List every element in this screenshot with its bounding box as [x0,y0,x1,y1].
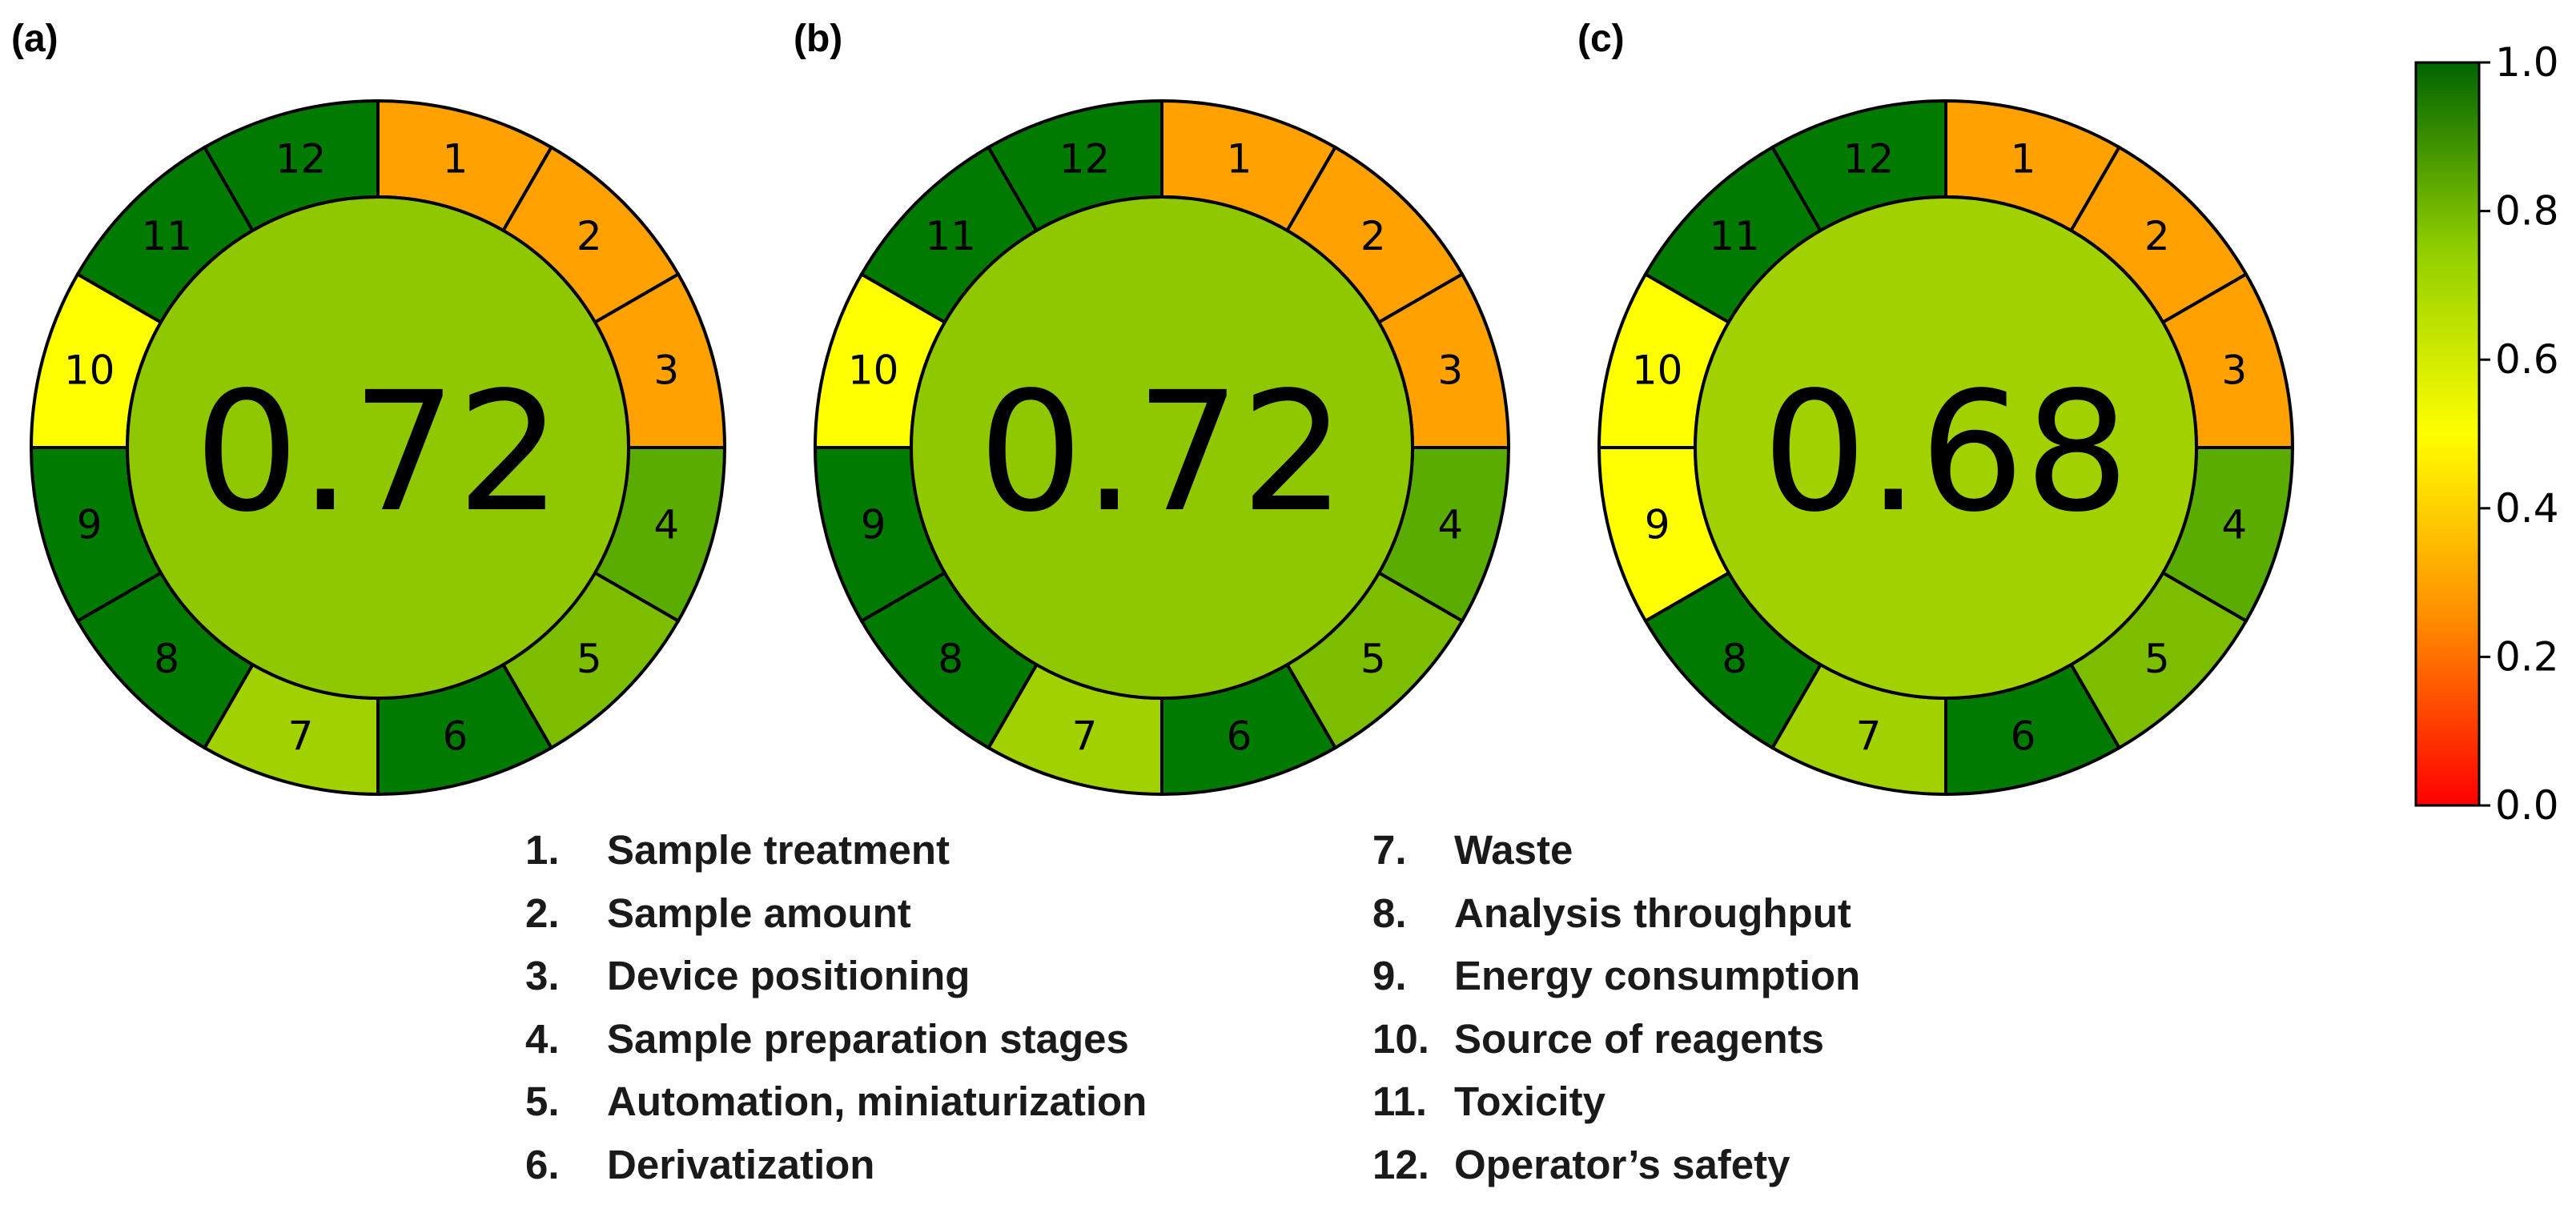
score-circle [1694,195,2198,700]
segment-number-label: 4 [653,502,679,548]
segment-number-label: 2 [2144,213,2170,259]
colorbar-tick-label: 0.8 [2495,188,2559,235]
overall-score: 0.72 [195,356,562,548]
legend-item-label: Automation, miniaturization [607,1078,1147,1125]
legend-item-label: Sample preparation stages [607,1015,1129,1062]
colorbar-tick-label: 0.6 [2495,336,2559,383]
segment-number-label: 9 [77,502,102,548]
segment-number-label: 10 [1632,347,1683,394]
colorbar-gradient [2414,61,2481,807]
colorbar: 1.0 0.8 0.6 0.4 0.2 0.0 [2414,39,2559,829]
legend-item-label: Energy consumption [1454,953,1861,999]
segment-number-label: 12 [275,136,327,183]
segment-number-label: 8 [938,636,963,682]
segment-number-label: 3 [2221,347,2247,394]
segment-number-label: 1 [1227,136,1252,183]
legend-item-label: Analysis throughput [1454,890,1851,936]
segment-number-label: 12 [1843,136,1895,183]
segment-number-label: 3 [653,347,679,394]
overall-score: 0.68 [1762,356,2130,548]
segment-number-label: 7 [288,713,314,759]
legend-item-number: 12. [1372,1141,1429,1187]
legend-item-label: Device positioning [607,953,971,999]
legend-item-label: Source of reagents [1454,1015,1824,1062]
legend-item-number: 3. [525,953,560,999]
segment-number-label: 7 [1072,713,1098,759]
segment-number-label: 12 [1059,136,1111,183]
legend-item-number: 9. [1372,953,1407,999]
legend-item-number: 10. [1372,1015,1429,1062]
legend-item-number: 1. [525,827,560,873]
segment-number-label: 8 [1722,636,1747,682]
legend-item-number: 11. [1372,1078,1428,1125]
overall-score: 0.72 [979,356,1346,548]
legend-item-label: Derivatization [607,1141,875,1187]
segment-number-label: 10 [64,347,115,394]
segment-number-label: 5 [1360,636,1386,682]
legend-item-label: Sample treatment [607,827,950,873]
legend-item-label: Toxicity [1454,1078,1605,1125]
segment-number-label: 10 [848,347,899,394]
segment-number-label: 4 [2221,502,2247,548]
segment-number-label: 11 [925,213,976,259]
score-circle [910,195,1414,700]
legend-item-number: 4. [525,1015,560,1062]
segment-number-label: 1 [443,136,468,183]
segment-number-label: 2 [1360,213,1386,259]
segment-number-label: 9 [861,502,886,548]
legend-item-label: Operator’s safety [1454,1141,1790,1187]
legend-item-number: 5. [525,1078,560,1125]
colorbar-tick-label: 1.0 [2495,39,2559,86]
legend-item-number: 8. [1372,890,1407,936]
segment-number-label: 1 [2011,136,2036,183]
segment-number-label: 3 [1437,347,1463,394]
segment-number-label: 6 [2011,713,2036,759]
panel-label: (b) [794,18,842,60]
segment-number-label: 11 [141,213,192,259]
colorbar-tick-label: 0.4 [2495,485,2559,532]
legend-item-label: Waste [1454,827,1573,873]
segment-number-label: 11 [1709,213,1760,259]
score-circle [126,195,630,700]
segment-number-label: 4 [1437,502,1463,548]
segment-number-label: 9 [1645,502,1670,548]
panel-label: (c) [1577,18,1625,60]
panel-label: (a) [11,18,58,60]
segment-number-label: 6 [443,713,468,759]
segment-number-label: 8 [154,636,179,682]
legend-item-number: 2. [525,890,560,936]
segment-number-label: 5 [577,636,602,682]
legend-item-number: 7. [1372,827,1407,873]
segment-number-label: 2 [577,213,602,259]
legend-item-label: Sample amount [607,890,911,936]
segment-number-label: 6 [1227,713,1252,759]
colorbar-tick-label: 0.0 [2495,782,2559,829]
segment-number-label: 5 [2144,636,2170,682]
segment-number-label: 7 [1856,713,1882,759]
legend-item-number: 6. [525,1141,560,1187]
colorbar-tick-label: 0.2 [2495,633,2559,680]
